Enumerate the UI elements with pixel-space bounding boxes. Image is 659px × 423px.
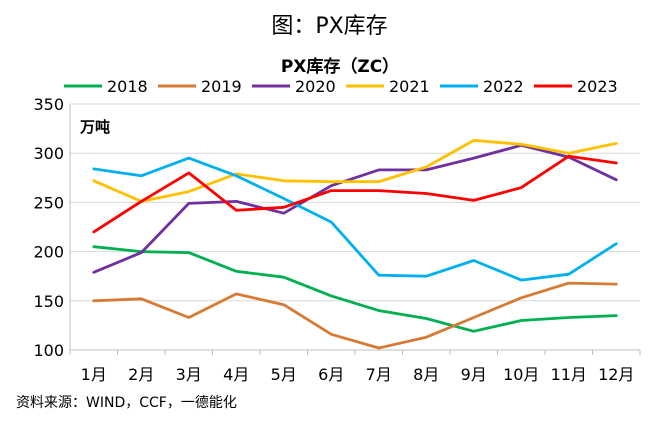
x-tick-label: 11月 bbox=[551, 365, 587, 384]
y-tick-label: 200 bbox=[33, 243, 64, 262]
legend-label-2020: 2020 bbox=[295, 77, 336, 96]
series-line-2020 bbox=[92, 143, 618, 274]
unit-label: 万吨 bbox=[79, 118, 110, 136]
x-tick-label: 2月 bbox=[128, 365, 154, 384]
legend-label-2018: 2018 bbox=[107, 77, 148, 96]
legend-label-2019: 2019 bbox=[201, 77, 242, 96]
source-note: 资料来源：WIND，CCF，一德能化 bbox=[16, 395, 237, 411]
legend-label-2023: 2023 bbox=[577, 77, 618, 96]
chart-title: PX库存（ZC） bbox=[281, 56, 399, 77]
x-tick-label: 9月 bbox=[461, 365, 487, 384]
series-line-2021 bbox=[92, 138, 618, 203]
legend-label-2021: 2021 bbox=[389, 77, 430, 96]
y-tick-label: 100 bbox=[33, 341, 64, 360]
x-tick-label: 1月 bbox=[81, 365, 107, 384]
legend-label-2022: 2022 bbox=[483, 77, 524, 96]
series-line-2019 bbox=[92, 281, 618, 350]
y-tick-label: 350 bbox=[33, 95, 64, 114]
series-line-2018 bbox=[92, 245, 618, 333]
y-tick-label: 300 bbox=[33, 144, 64, 163]
x-tick-label: 8月 bbox=[413, 365, 439, 384]
x-tick-label: 7月 bbox=[366, 365, 392, 384]
x-tick-label: 4月 bbox=[223, 365, 249, 384]
x-tick-label: 12月 bbox=[598, 365, 634, 384]
page-title: 图：PX库存 bbox=[271, 14, 388, 39]
y-tick-label: 150 bbox=[33, 292, 64, 311]
x-tick-label: 3月 bbox=[176, 365, 202, 384]
x-tick-label: 6月 bbox=[318, 365, 344, 384]
series-line-2022 bbox=[92, 156, 618, 282]
series-line-2023 bbox=[92, 154, 618, 234]
y-tick-label: 250 bbox=[33, 193, 64, 212]
x-tick-label: 10月 bbox=[503, 365, 539, 384]
x-tick-label: 5月 bbox=[271, 365, 297, 384]
